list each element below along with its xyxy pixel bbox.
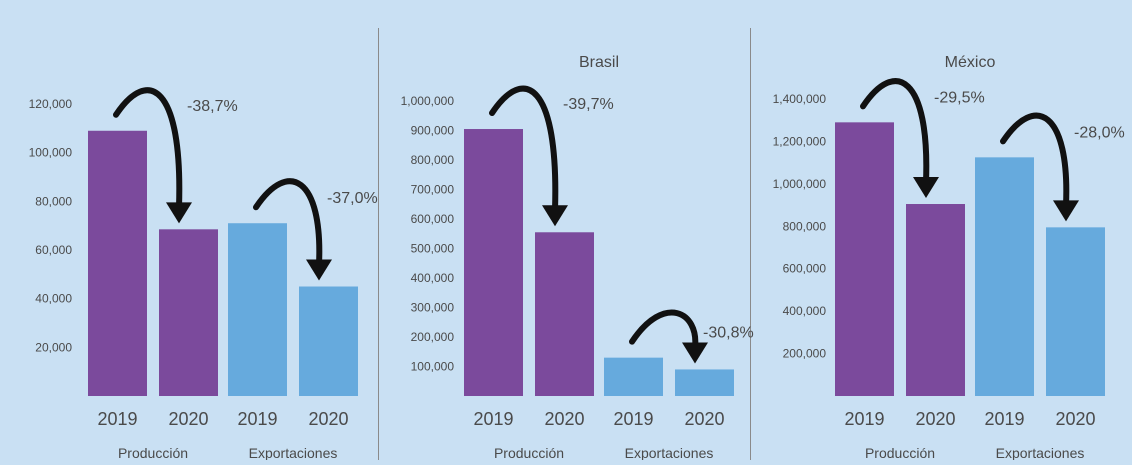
bar	[604, 357, 663, 396]
y-tick-label: 800,000	[783, 219, 827, 233]
x-tick-label: 2019	[613, 409, 653, 429]
y-tick-label: 400,000	[411, 271, 455, 285]
x-tick-label: 2019	[844, 409, 884, 429]
x-tick-label: 2019	[473, 409, 513, 429]
percent-change-label: -39,7%	[563, 96, 614, 113]
chart-title: Brasil	[579, 54, 619, 71]
bar	[906, 204, 965, 396]
arrow-curve	[113, 87, 183, 211]
y-tick-label: 300,000	[411, 301, 455, 315]
bar	[675, 369, 734, 396]
y-tick-label: 100,000	[411, 360, 455, 374]
percent-change-label: -38,7%	[187, 98, 238, 115]
x-tick-label: 2020	[1055, 409, 1095, 429]
arrow-curve	[1000, 112, 1070, 209]
y-tick-label: 200,000	[411, 330, 455, 344]
arrow-head	[166, 202, 192, 224]
x-tick-label: 2020	[544, 409, 584, 429]
arrow-head	[913, 177, 939, 199]
x-tick-label: 2020	[684, 409, 724, 429]
bar	[835, 122, 894, 396]
bar	[299, 286, 358, 396]
percent-change-label: -30,8%	[703, 325, 754, 342]
group-label: Exportaciones	[996, 445, 1085, 460]
bar	[228, 223, 287, 396]
group-label: Producción	[865, 445, 935, 460]
y-tick-label: 1,400,000	[773, 92, 827, 106]
y-tick-label: 80,000	[35, 194, 72, 208]
bar	[159, 229, 218, 396]
y-tick-label: 500,000	[411, 242, 455, 256]
arrow-head	[682, 342, 708, 364]
arrow-curve	[860, 78, 930, 186]
y-tick-label: 1,200,000	[773, 134, 827, 148]
y-tick-label: 800,000	[411, 153, 455, 167]
y-tick-label: 60,000	[35, 243, 72, 257]
y-tick-label: 700,000	[411, 183, 455, 197]
y-tick-label: 200,000	[783, 347, 827, 361]
arrow-curve	[253, 178, 323, 268]
y-tick-label: 120,000	[29, 97, 73, 111]
x-tick-label: 2020	[915, 409, 955, 429]
y-tick-label: 400,000	[783, 304, 827, 318]
arrow-head	[542, 205, 568, 227]
x-tick-label: 2020	[168, 409, 208, 429]
arrow-curve	[629, 309, 699, 351]
bar	[975, 157, 1034, 396]
y-tick-label: 20,000	[35, 340, 72, 354]
y-tick-label: 40,000	[35, 292, 72, 306]
x-tick-label: 2019	[97, 409, 137, 429]
x-tick-label: 2020	[308, 409, 348, 429]
percent-change-label: -28,0%	[1074, 124, 1125, 141]
y-tick-label: 600,000	[783, 262, 827, 276]
group-label: Exportaciones	[625, 445, 714, 460]
x-tick-label: 2019	[237, 409, 277, 429]
x-tick-label: 2019	[984, 409, 1024, 429]
group-label: Exportaciones	[249, 445, 338, 460]
bar	[1046, 227, 1105, 396]
bar	[535, 232, 594, 396]
arrow-head	[306, 259, 332, 281]
group-label: Producción	[118, 445, 188, 460]
bar	[88, 130, 147, 396]
percent-change-label: -37,0%	[327, 190, 378, 207]
y-tick-label: 100,000	[29, 146, 73, 160]
y-tick-label: 1,000,000	[773, 177, 827, 191]
arrow-curve	[489, 85, 559, 214]
y-tick-label: 600,000	[411, 212, 455, 226]
y-tick-label: 1,000,000	[401, 94, 455, 108]
group-label: Producción	[494, 445, 564, 460]
y-tick-label: 900,000	[411, 124, 455, 138]
percent-change-label: -29,5%	[934, 89, 985, 106]
arrow-head	[1053, 200, 1079, 222]
bar	[464, 129, 523, 396]
chart-title: México	[945, 54, 996, 71]
